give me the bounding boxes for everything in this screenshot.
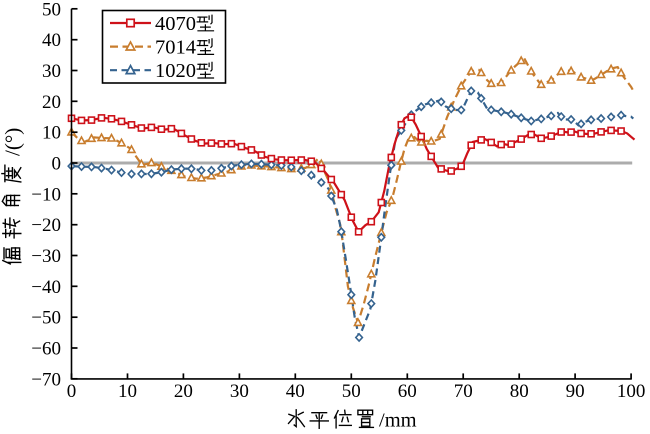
svg-text:100: 100 [617, 381, 646, 402]
svg-text:0: 0 [67, 381, 77, 402]
svg-text:80: 80 [510, 381, 529, 402]
svg-text:70: 70 [454, 381, 473, 402]
svg-text:30: 30 [230, 381, 249, 402]
svg-text:40: 40 [286, 381, 305, 402]
svg-text:0: 0 [52, 154, 62, 175]
svg-text:7014: 7014 [155, 37, 196, 59]
svg-text:60: 60 [398, 381, 417, 402]
svg-text:4070: 4070 [155, 13, 196, 35]
svg-text:/mm: /mm [379, 410, 417, 432]
svg-text:1020: 1020 [155, 60, 196, 82]
svg-text:50: 50 [342, 381, 361, 402]
svg-text:−50: −50 [31, 308, 61, 329]
svg-text:−70: −70 [31, 369, 61, 390]
svg-text:/(°): /(°) [1, 128, 25, 156]
svg-text:−20: −20 [31, 215, 61, 236]
svg-text:−10: −10 [31, 184, 61, 205]
svg-text:20: 20 [42, 92, 61, 113]
svg-text:50: 50 [42, 0, 61, 20]
svg-text:−40: −40 [31, 277, 61, 298]
svg-text:10: 10 [118, 381, 137, 402]
svg-text:20: 20 [174, 381, 193, 402]
svg-text:−60: −60 [31, 339, 61, 360]
svg-text:40: 40 [42, 30, 61, 51]
svg-text:−30: −30 [31, 246, 61, 267]
svg-text:10: 10 [42, 123, 61, 144]
svg-text:90: 90 [566, 381, 585, 402]
svg-text:30: 30 [42, 61, 61, 82]
